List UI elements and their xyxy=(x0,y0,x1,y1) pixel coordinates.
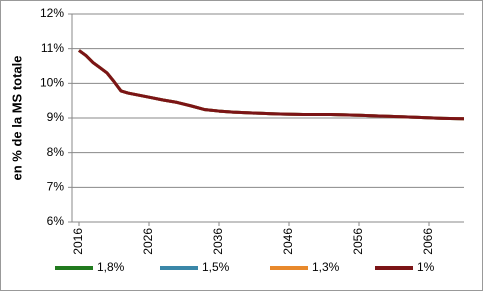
x-tick-label: 2046 xyxy=(281,228,295,255)
x-tick-label: 2036 xyxy=(211,228,225,255)
y-tick-label: 11% xyxy=(41,41,64,55)
y-tick-label: 7% xyxy=(47,180,65,194)
series-line xyxy=(78,49,465,121)
y-tick-label: 10% xyxy=(40,76,64,90)
y-tick-label: 6% xyxy=(47,214,65,228)
x-tick-label: 2016 xyxy=(71,228,85,255)
x-tick-label: 2056 xyxy=(351,228,365,255)
x-tick-label: 2066 xyxy=(421,228,435,255)
y-tick-label: 9% xyxy=(47,110,65,124)
legend-label: 1% xyxy=(417,260,435,274)
y-tick-label: 12% xyxy=(40,6,64,20)
legend-label: 1,5% xyxy=(202,260,230,274)
legend-label: 1,3% xyxy=(312,260,340,274)
x-tick-label: 2026 xyxy=(141,228,155,255)
legend-label: 1,8% xyxy=(97,260,125,274)
y-axis-label: en % de la MS totale xyxy=(9,56,24,181)
y-tick-label: 8% xyxy=(47,145,65,159)
